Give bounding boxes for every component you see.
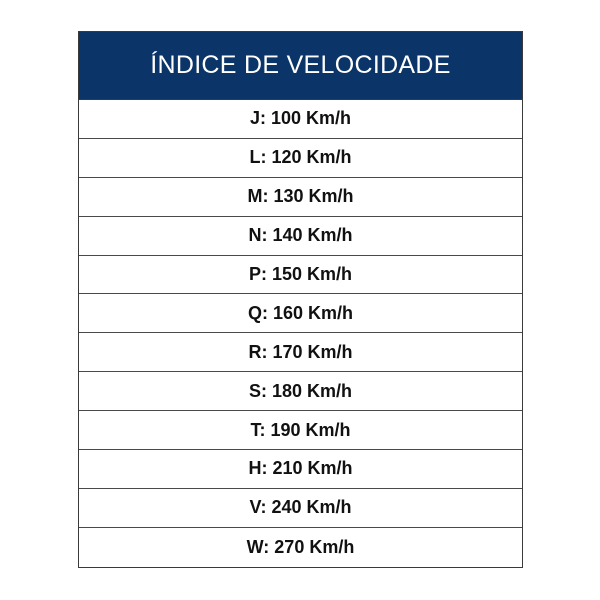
table-row: T: 190 Km/h [79,411,522,451]
table-row: S: 180 Km/h [79,372,522,412]
table-row: R: 170 Km/h [79,333,522,373]
table-row: W: 270 Km/h [246,536,355,557]
table-row: Q: 160 Km/h [79,294,522,334]
table-row: M: 130 Km/h [79,178,522,217]
table-row: V: 240 Km/h [79,489,522,528]
table-row: L: 120 Km/h [79,139,522,178]
table-row: H: 210 Km/h [79,450,522,489]
table-row: N: 140 Km/h [79,217,522,256]
speed-index-table: ÍNDICE DE VELOCIDADE J: 100 Km/h L: 120 K… [78,31,523,568]
table-header: ÍNDICE DE VELOCIDADE [79,32,522,100]
table-row: P: 150 Km/h [79,256,522,295]
table-body: J: 100 Km/h L: 120 Km/h M: 130 Km/h N: 140 … [79,100,522,567]
table-row: J: 100 Km/h [79,100,522,139]
